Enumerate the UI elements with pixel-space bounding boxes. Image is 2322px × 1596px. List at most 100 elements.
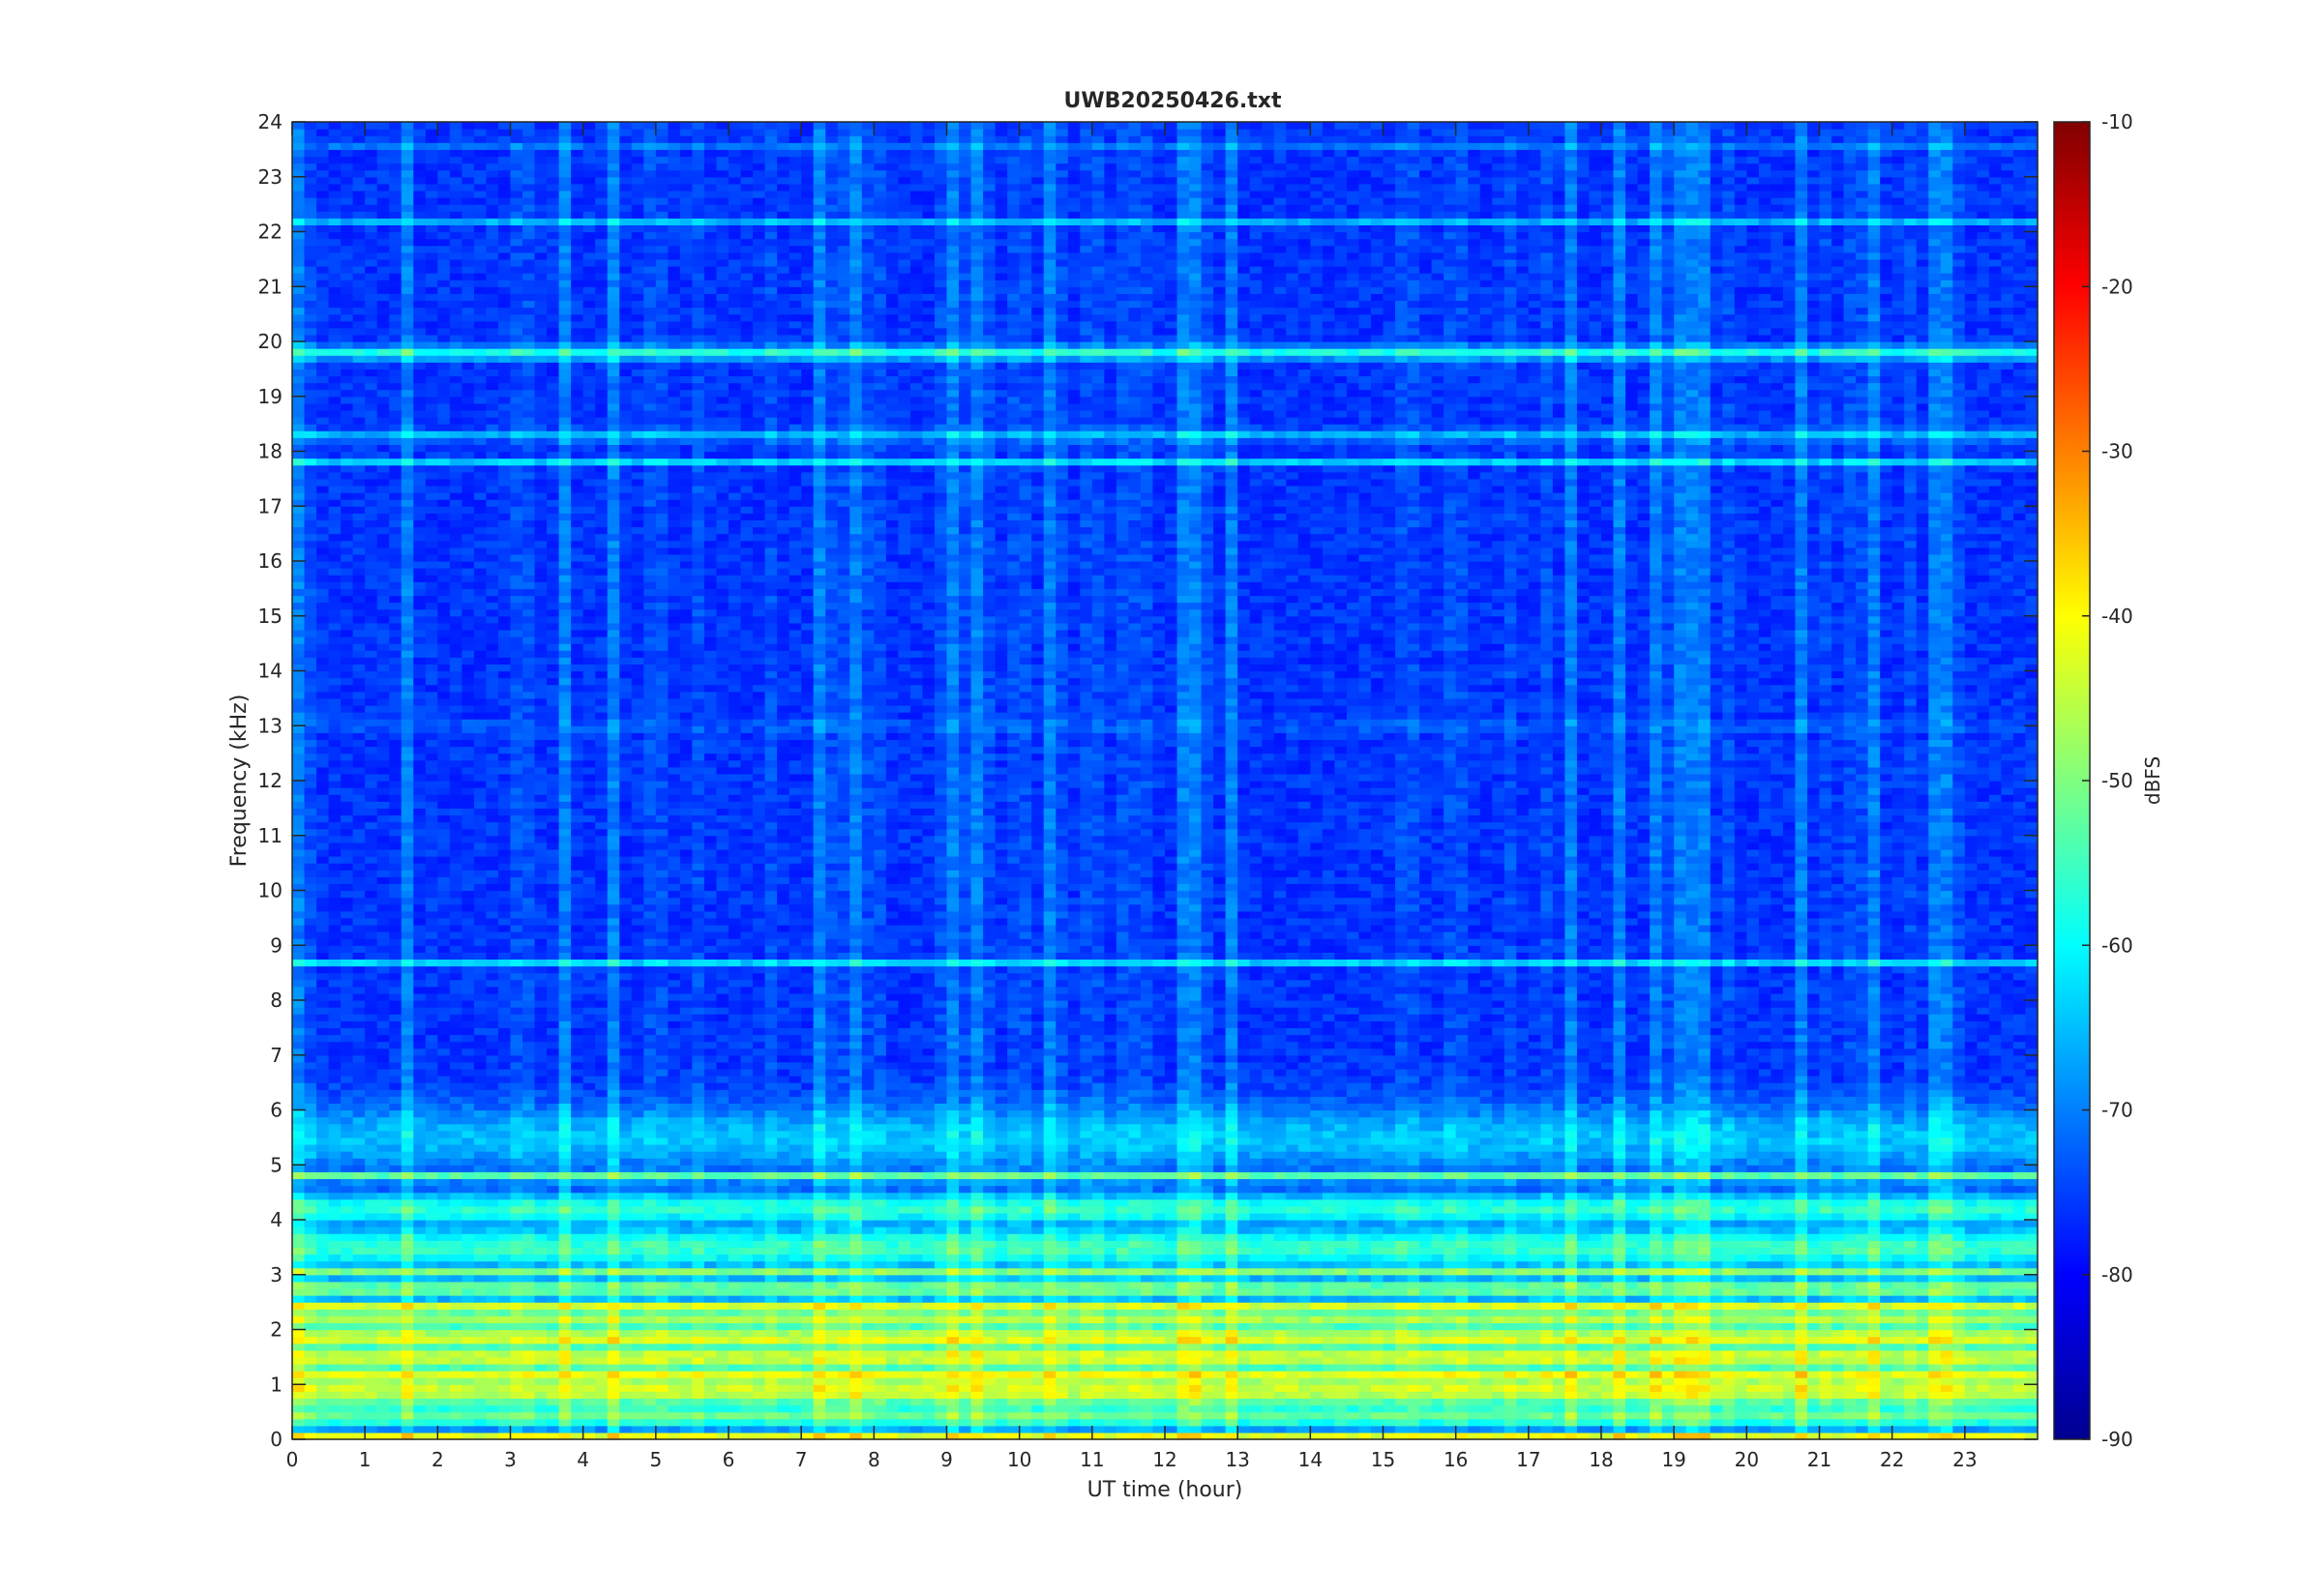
- heatmap-cell: [1941, 1426, 1953, 1433]
- heatmap-cell: [1759, 1330, 1771, 1338]
- heatmap-cell: [1492, 1315, 1504, 1323]
- heatmap-cell: [1504, 1364, 1517, 1372]
- heatmap-cell: [1820, 1350, 1832, 1358]
- heatmap-cell: [1577, 1227, 1590, 1234]
- heatmap-cell: [1904, 1405, 1917, 1413]
- heatmap-cell: [1334, 1322, 1347, 1330]
- heatmap-cell: [2013, 1391, 2026, 1399]
- heatmap-cell: [1347, 1357, 1359, 1365]
- heatmap-cell: [1286, 1330, 1298, 1338]
- heatmap-cell: [413, 1261, 426, 1269]
- heatmap-cell: [971, 1426, 984, 1433]
- heatmap-cell: [341, 1302, 353, 1310]
- heatmap-cell: [1698, 1261, 1711, 1269]
- heatmap-cell: [1662, 1220, 1675, 1227]
- heatmap-cell: [971, 1288, 984, 1296]
- heatmap-cell: [789, 1426, 802, 1433]
- heatmap-cell: [1104, 1261, 1116, 1269]
- heatmap-cell: [692, 1213, 704, 1221]
- heatmap-cell: [1141, 1350, 1153, 1358]
- heatmap-cell: [1056, 1213, 1068, 1221]
- heatmap-cell: [656, 1371, 669, 1378]
- heatmap-cell: [1262, 1384, 1274, 1392]
- heatmap-cell: [389, 1288, 402, 1296]
- heatmap-cell: [922, 1398, 935, 1405]
- heatmap-cell: [1735, 1288, 1747, 1296]
- heatmap-cell: [486, 1322, 498, 1330]
- heatmap-cell: [1965, 1213, 1978, 1221]
- heatmap-cell: [2001, 1419, 2013, 1427]
- heatmap-cell: [1759, 1398, 1771, 1405]
- heatmap-cell: [1165, 1302, 1177, 1310]
- heatmap-cell: [1686, 1227, 1699, 1234]
- heatmap-cell: [1564, 1357, 1577, 1365]
- heatmap-cell: [1408, 1391, 1420, 1399]
- heatmap-cell: [753, 1322, 765, 1330]
- heatmap-cell: [1165, 1240, 1177, 1248]
- heatmap-cell: [353, 1233, 366, 1241]
- heatmap-cell: [1698, 1268, 1711, 1276]
- heatmap-cell: [1698, 1350, 1711, 1358]
- heatmap-cell: [656, 1240, 669, 1248]
- heatmap-cell: [1152, 1391, 1165, 1399]
- heatmap-cell: [1116, 1206, 1129, 1214]
- heatmap-cell: [305, 1419, 317, 1427]
- heatmap-cell: [922, 1282, 935, 1289]
- heatmap-cell: [486, 1227, 498, 1234]
- heatmap-cell: [680, 1315, 693, 1323]
- heatmap-cell: [413, 1220, 426, 1227]
- heatmap-cell: [1650, 1282, 1662, 1289]
- heatmap-cell: [1250, 1240, 1263, 1248]
- heatmap-cell: [668, 1426, 680, 1433]
- heatmap-cell: [522, 1371, 535, 1378]
- heatmap-cell: [874, 1398, 886, 1405]
- heatmap-cell: [1250, 1322, 1263, 1330]
- heatmap-cell: [922, 1391, 935, 1399]
- heatmap-cell: [1092, 1309, 1105, 1316]
- heatmap-cell: [305, 1268, 317, 1276]
- heatmap-cell: [668, 1288, 680, 1296]
- heatmap-cell: [704, 1288, 717, 1296]
- heatmap-cell: [1601, 1295, 1614, 1303]
- heatmap-cell: [1892, 1206, 1905, 1214]
- heatmap-cell: [2013, 1344, 2026, 1351]
- heatmap-cell: [680, 1213, 693, 1221]
- heatmap-cell: [886, 1302, 899, 1310]
- heatmap-cell: [365, 1220, 377, 1227]
- heatmap-cell: [474, 1261, 487, 1269]
- heatmap-cell: [1237, 1364, 1250, 1372]
- heatmap-cell: [1419, 1240, 1432, 1248]
- heatmap-cell: [1298, 1315, 1311, 1323]
- heatmap-cell: [1334, 1419, 1347, 1427]
- heatmap-cell: [389, 1220, 402, 1227]
- heatmap-cell: [668, 1315, 680, 1323]
- heatmap-cell: [1856, 1240, 1868, 1248]
- heatmap-cell: [1504, 1295, 1517, 1303]
- heatmap-cell: [498, 1288, 511, 1296]
- heatmap-cell: [1868, 1275, 1881, 1283]
- heatmap-cell: [1262, 1315, 1274, 1323]
- heatmap-cell: [341, 1322, 353, 1330]
- heatmap-cell: [377, 1268, 390, 1276]
- heatmap-cell: [704, 1227, 717, 1234]
- heatmap-cell: [511, 1268, 523, 1276]
- heatmap-cell: [1529, 1412, 1541, 1420]
- heatmap-cell: [2001, 1337, 2013, 1345]
- heatmap-cell: [1189, 1220, 1202, 1227]
- heatmap-cell: [1564, 1384, 1577, 1392]
- heatmap-cell: [1625, 1330, 1638, 1338]
- heatmap-cell: [2001, 1357, 2013, 1365]
- heatmap-cell: [1408, 1405, 1420, 1413]
- heatmap-cell: [559, 1268, 572, 1276]
- heatmap-cell: [1031, 1412, 1044, 1420]
- heatmap-cell: [789, 1419, 802, 1427]
- heatmap-cell: [1068, 1302, 1081, 1310]
- heatmap-cell: [1771, 1377, 1783, 1385]
- heatmap-cell: [1432, 1213, 1444, 1221]
- heatmap-cell: [801, 1364, 814, 1372]
- heatmap-cell: [1310, 1199, 1323, 1207]
- heatmap-cell: [1880, 1282, 1892, 1289]
- heatmap-cell: [632, 1199, 644, 1207]
- heatmap-cell: [1177, 1213, 1190, 1221]
- heatmap-cell: [668, 1227, 680, 1234]
